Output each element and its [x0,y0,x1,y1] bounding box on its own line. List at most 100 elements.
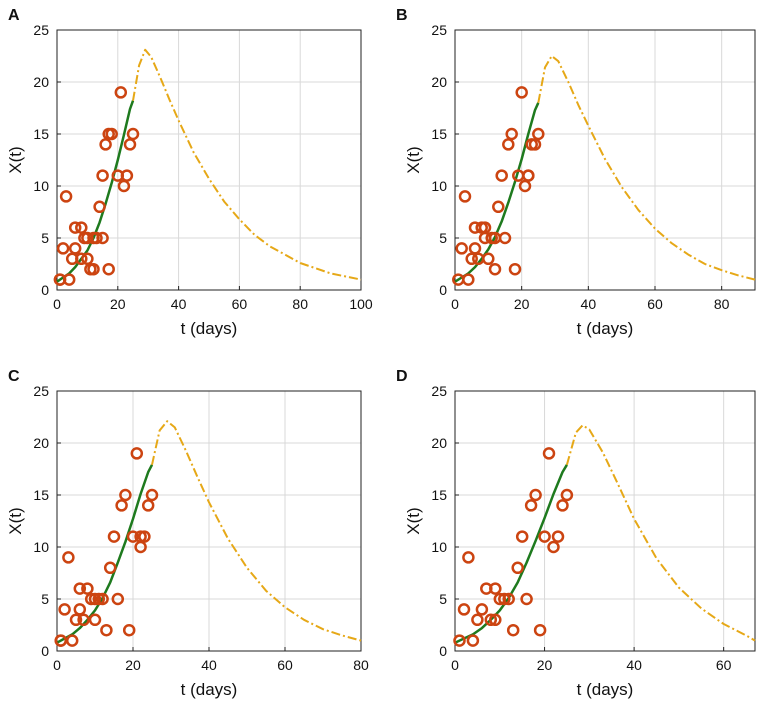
panel-b: 0 20 40 60 80 0 5 10 15 20 25 t (days) X(t) B [396,7,756,338]
fit-line [56,100,135,283]
data-point [138,530,151,543]
y-tick-label: 5 [41,230,49,246]
panel-a: 0 20 40 60 80 100 0 5 10 15 20 25 t (days) X(t) A [6,7,373,338]
x-tick-label: 100 [349,296,373,312]
data-point [105,127,118,141]
data-point [65,634,79,647]
data-point [515,86,528,99]
axes-box [454,390,756,652]
x-tick-label: 0 [451,296,459,312]
y-tick-label: 20 [33,74,49,90]
data-point [495,169,508,182]
data-point [68,242,82,255]
data-point [77,613,90,627]
x-axis-label: t (days) [181,319,238,338]
data-point [453,634,466,647]
y-axis-label: X(t) [404,507,423,534]
data-point [502,592,515,606]
data-point [87,262,100,276]
data-point [560,488,574,502]
data-point [498,231,512,245]
y-tick-label: 10 [33,539,49,555]
data-point [96,231,109,245]
data-point [75,252,88,266]
y-tick-label: 25 [33,383,49,399]
data-point [122,623,136,637]
data-point [506,623,520,637]
x-axis-label: t (days) [181,680,238,699]
y-tick-label: 0 [41,282,49,298]
data-point [455,242,468,255]
panel-label: D [396,368,408,385]
data-point [93,200,106,214]
y-axis-label: X(t) [6,507,25,534]
forecast-line [151,420,362,642]
data-point [547,540,560,554]
data-point [73,582,87,595]
data-point [145,488,159,502]
data-point [508,262,522,276]
x-tick-label: 80 [714,296,730,312]
data-point [96,592,109,606]
x-tick-label: 20 [514,296,530,312]
data-point [59,190,73,203]
data-point [482,252,495,266]
data-point [114,86,128,99]
data-point [141,499,155,512]
y-axis-label: X(t) [404,146,423,173]
data-point [69,613,83,627]
data-point [462,551,475,564]
forecast-line [132,48,362,281]
data-point [120,169,134,182]
x-axis-label: t (days) [577,319,634,338]
y-tick-label: 5 [439,230,447,246]
data-point [471,613,484,627]
data-point [520,592,533,606]
x-tick-label: 40 [171,296,187,312]
data-point [457,603,471,616]
fit-line [454,464,568,644]
x-tick-label: 60 [647,296,663,312]
data-point [54,634,68,647]
data-point [58,603,71,616]
data-point [475,603,489,616]
data-point [111,592,125,606]
data-point [468,242,482,255]
data-point [465,252,478,266]
data-point [102,262,115,276]
data-point [529,488,542,502]
y-tick-label: 20 [33,435,49,451]
y-tick-label: 0 [439,643,447,659]
data-point [488,262,502,276]
y-tick-label: 15 [33,126,49,142]
data-point [126,530,140,543]
data-point [511,561,524,575]
data-point [62,551,75,564]
data-point [478,221,492,234]
data-point [107,530,121,543]
data-point [96,169,109,182]
data-point [518,179,532,193]
data-point [542,447,556,460]
y-tick-label: 20 [431,435,447,451]
axes-box [56,29,362,291]
data-point [100,623,113,637]
forecast-line [565,424,756,642]
data-point [538,530,551,543]
data-point [88,592,102,606]
data-point [466,634,480,647]
y-tick-label: 10 [431,539,447,555]
data-point [88,613,102,627]
x-tick-label: 80 [353,657,369,673]
data-point [492,200,505,214]
data-point [81,582,94,595]
data-point [532,127,545,141]
y-tick-label: 25 [431,383,447,399]
data-point [489,582,502,595]
axes-box [454,29,756,291]
data-point [119,488,132,502]
data-point [134,530,147,543]
data-point [126,127,140,141]
data-point [56,242,70,255]
